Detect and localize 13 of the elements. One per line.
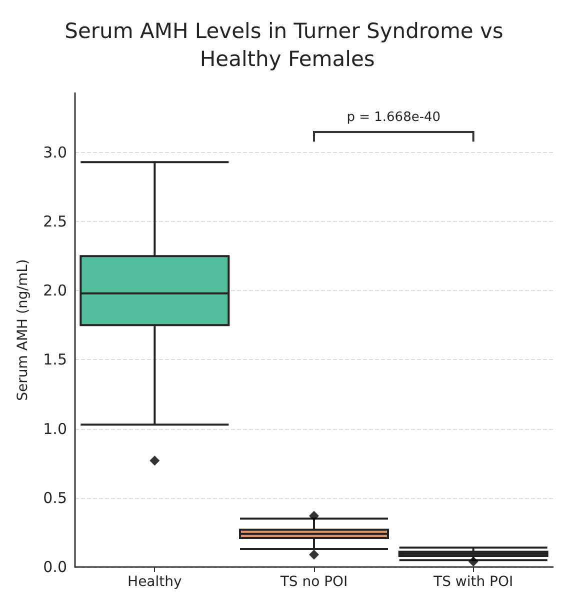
y-tick-label: 3.0 xyxy=(43,143,67,162)
y-tick-label: 0.5 xyxy=(43,488,67,507)
annotation: p = 1.668e-40 xyxy=(346,110,441,125)
x-tick-label: TS no POI xyxy=(279,574,348,590)
x-tick-label: Healthy xyxy=(128,574,182,590)
y-tick-label: 2.0 xyxy=(43,282,67,300)
x-tick-label: TS with POI xyxy=(432,574,514,590)
chart-title: Serum AMH Levels in Turner Syndrome vs Healthy Females xyxy=(64,19,504,71)
y-tick-label: 0.0 xyxy=(43,558,67,576)
y-tick-label: 1.0 xyxy=(43,420,67,438)
y-tick-label: 1.5 xyxy=(43,350,67,369)
y-axis-title: Serum AMH (ng/mL) xyxy=(15,259,31,401)
y-tick-label: 2.5 xyxy=(43,212,67,231)
